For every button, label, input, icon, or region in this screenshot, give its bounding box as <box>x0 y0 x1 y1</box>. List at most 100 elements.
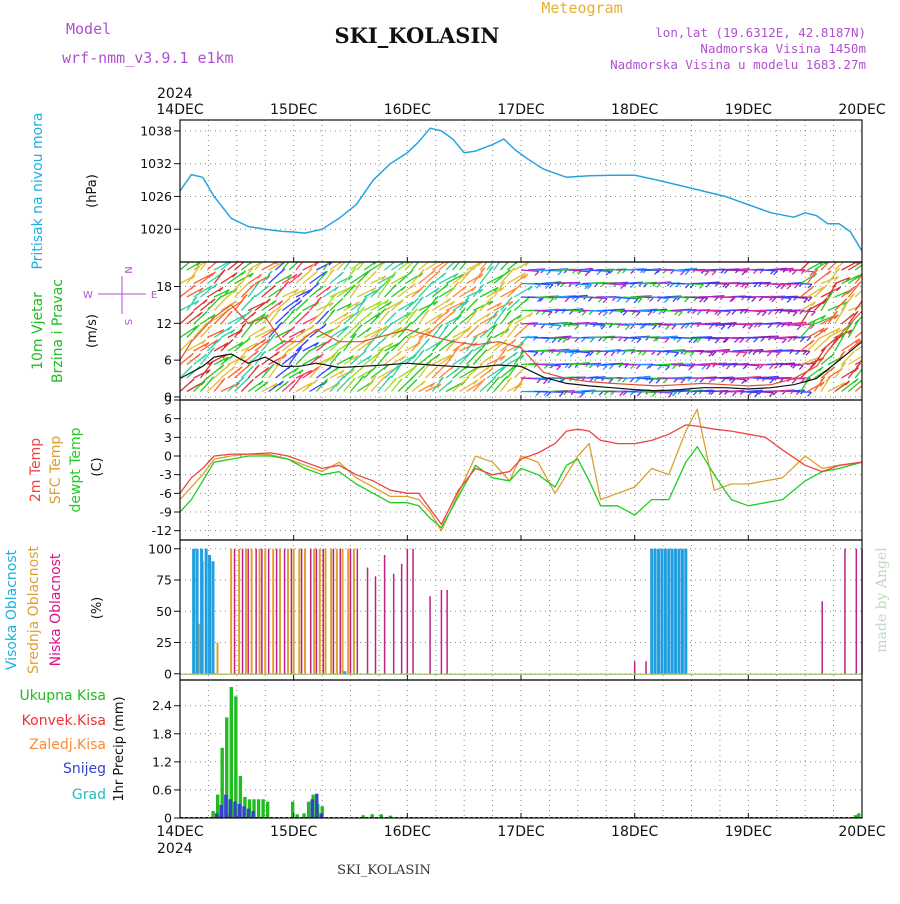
wind-barb-flag <box>396 258 400 262</box>
ytick-label: 2.4 <box>152 698 172 713</box>
wind-barb-flag <box>435 324 439 328</box>
wind-barb <box>835 255 851 270</box>
ylabel-pressure: Pritisak na nivou mora <box>30 112 46 269</box>
wind-barb-flag <box>825 338 829 342</box>
mid-cloud-bar <box>342 549 344 674</box>
wind-barb-flag <box>581 338 585 342</box>
wind-barb-flag <box>366 254 370 258</box>
mid-cloud-bar <box>304 549 306 674</box>
wind-barb <box>855 324 871 337</box>
wind-barb-flag <box>611 352 615 356</box>
high-cloud-bar <box>192 549 195 674</box>
wind-barb-flag <box>681 325 685 329</box>
wind-barb-flag <box>838 257 842 261</box>
high-cloud-bar <box>671 549 674 674</box>
wind-barb-flag <box>869 279 873 283</box>
low-cloud-bar <box>645 661 647 674</box>
wind-barb-flag <box>251 295 255 299</box>
wind-barb-flag <box>586 353 590 357</box>
high-cloud-bar <box>196 549 199 674</box>
legend-precip-4: Grad <box>72 787 106 803</box>
wind-barb-flag <box>866 379 870 383</box>
wind-barb-flag <box>736 352 740 356</box>
time-tick-top: 14DEC <box>156 102 203 118</box>
wind-barb-flag <box>545 338 549 342</box>
wind-barb-flag <box>706 365 710 369</box>
wind-barb-flag <box>754 338 758 342</box>
high-cloud-bar <box>684 549 687 674</box>
low-cloud-bar <box>350 549 352 674</box>
ytick-label: 1.8 <box>152 726 172 741</box>
ylabel-temp-2: dewpt Temp <box>68 427 84 512</box>
ytick-label: 0 <box>164 666 172 681</box>
mid-cloud-bar <box>313 549 315 674</box>
wind-barb-flag <box>270 364 274 368</box>
wind-barb-flag <box>469 350 473 354</box>
wind-barb-flag <box>339 272 343 276</box>
model-label: Model <box>66 20 111 38</box>
wind-barb-flag <box>508 297 512 301</box>
high-cloud-bar <box>677 549 680 674</box>
wind-barb-flag <box>664 379 668 383</box>
panels <box>180 128 880 818</box>
high-cloud-bar <box>657 549 660 674</box>
ylabel-temp-1: SFC Temp <box>48 436 64 505</box>
wind-barb <box>385 258 400 270</box>
total-precip-bar <box>261 799 264 818</box>
low-cloud-bar <box>401 564 403 674</box>
time-tick-top: 19DEC <box>725 102 772 118</box>
wind-barb-flag <box>609 379 613 383</box>
wind-barb-flag <box>606 271 610 275</box>
time-tick-top: 20DEC <box>838 102 885 118</box>
wind-barb-flag <box>872 312 876 316</box>
mid-cloud-bar <box>347 549 349 674</box>
time-tick-top: 18DEC <box>611 102 658 118</box>
mid-cloud-bar <box>287 549 289 674</box>
wind-barb-flag <box>715 339 719 343</box>
snow-bar <box>242 806 245 818</box>
low-cloud-bar <box>268 549 270 674</box>
wind-barb-flag <box>681 379 685 383</box>
time-tick-bottom: 15DEC <box>270 824 317 840</box>
wind-barb-flag <box>414 298 418 302</box>
wind-barb-flag <box>598 298 602 302</box>
year-label-top: 2024 <box>157 86 193 102</box>
wind-barb-flag <box>867 324 871 328</box>
wind-barb-flag <box>862 269 866 273</box>
wind-barb-flag <box>358 325 362 329</box>
ytick-label: -12 <box>152 523 172 538</box>
wind-barb-flag <box>350 256 354 260</box>
wind-barb-flag <box>237 283 241 287</box>
legend-precip-3: Snijeg <box>63 761 106 777</box>
mid-cloud-bar <box>293 549 295 674</box>
wind-barb-flag <box>291 380 295 384</box>
wind-barb <box>180 258 195 270</box>
wind-barb-flag <box>681 271 685 275</box>
wind-barb-flag <box>558 271 562 275</box>
wind-barb-flag <box>652 325 656 329</box>
low-cloud-bar <box>316 549 318 674</box>
panel-labels: 14DEC14DEC15DEC15DEC16DEC16DEC17DEC17DEC… <box>4 102 886 840</box>
wind-barb-flag <box>188 366 192 370</box>
wind-barb-flag <box>491 377 495 381</box>
wind-barb-flag <box>869 339 873 343</box>
low-cloud-bar <box>261 549 263 674</box>
mid-cloud-bar <box>298 549 300 674</box>
wind-barb-flag <box>483 350 487 354</box>
ytick-label: 0 <box>164 811 172 826</box>
time-tick-bottom: 20DEC <box>838 824 885 840</box>
wind-barb-flag <box>623 311 627 315</box>
wind-barb-flag <box>245 258 249 262</box>
wind-barb-flag <box>862 295 866 299</box>
wind-barb-flag <box>873 275 877 279</box>
wind-barb-flag <box>372 366 376 370</box>
wind-barb-flag <box>286 298 290 302</box>
wind-barb-flag <box>190 311 194 315</box>
wind-barb-flag <box>876 384 880 388</box>
wind-barb-flag <box>740 339 744 343</box>
wind-barb-flag <box>448 380 452 384</box>
watermark: made by Angel <box>874 547 890 653</box>
wind-barb-flag <box>625 326 629 330</box>
ytick-label: 18 <box>156 279 172 294</box>
high-cloud-bar <box>664 549 667 674</box>
